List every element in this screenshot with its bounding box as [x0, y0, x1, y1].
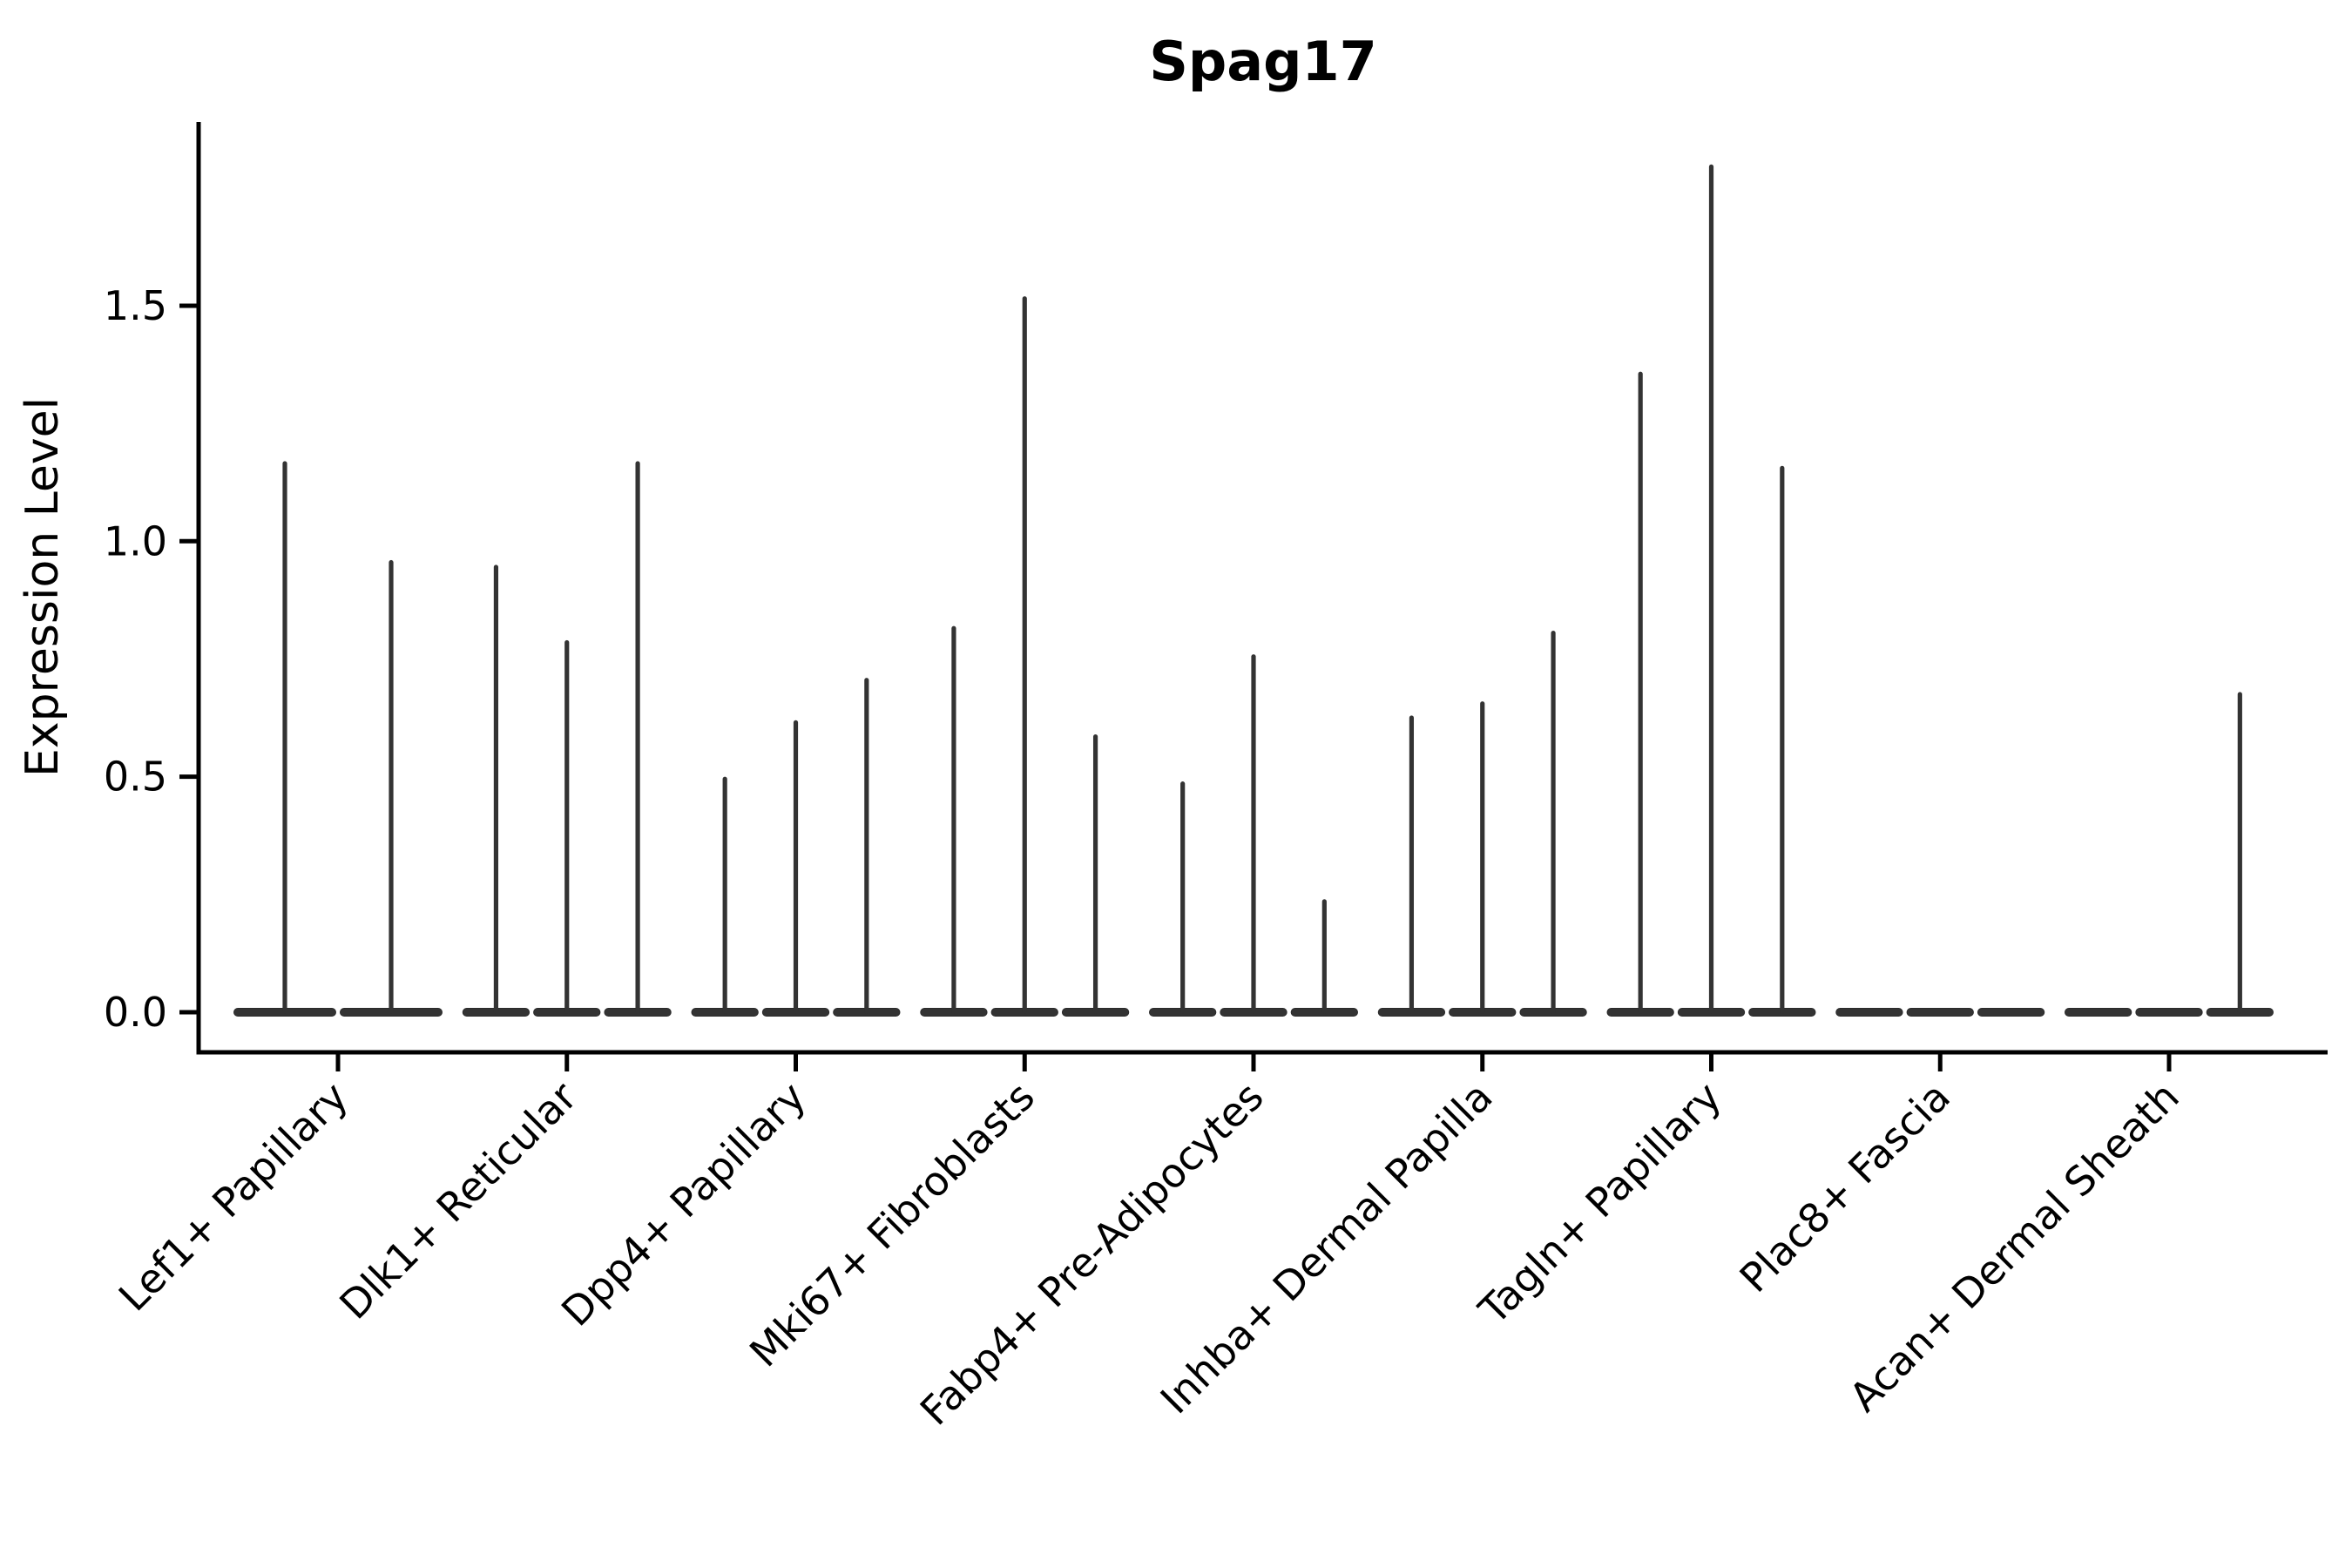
- violin-spike: [1780, 465, 1785, 1014]
- y-axis-label: Expression Level: [17, 397, 69, 777]
- violin-spike: [1092, 733, 1098, 1014]
- violin-spike: [1480, 701, 1485, 1014]
- violin-spike: [1180, 781, 1186, 1014]
- violin-spike: [1321, 899, 1327, 1014]
- violin-spike: [864, 678, 869, 1014]
- violin-spike: [951, 625, 956, 1014]
- y-tick-label: 1.5: [104, 282, 167, 329]
- x-tick-label: Plac8+ Fascia: [1731, 1073, 1959, 1301]
- violin-group: [462, 461, 672, 1017]
- violin-spike: [1638, 371, 1643, 1014]
- violin-group: [1149, 654, 1358, 1017]
- violin-spike: [493, 564, 499, 1014]
- x-tick-label: Dpp4+ Papillary: [552, 1073, 814, 1335]
- violin-group: [1606, 164, 1816, 1017]
- violin-group: [691, 678, 901, 1017]
- violin-spike: [1409, 715, 1415, 1014]
- violin-spike: [635, 461, 640, 1014]
- y-tick-label: 1.0: [104, 517, 167, 564]
- violin-base: [1835, 1008, 1903, 1017]
- violin-spike: [2237, 692, 2242, 1014]
- axis-spines: [196, 122, 2328, 1055]
- chart-title: Spag17: [1149, 30, 1377, 93]
- violin-group: [2065, 692, 2274, 1017]
- violin-spike: [1708, 164, 1714, 1015]
- x-tick-label: Lef1+ Papillary: [110, 1073, 357, 1321]
- violin-spike: [793, 720, 799, 1014]
- violin-group: [1835, 1008, 2045, 1017]
- violin-group: [920, 296, 1130, 1017]
- x-tick-label: Tagln+ Papillary: [1470, 1073, 1731, 1335]
- violin-spike: [389, 559, 394, 1014]
- violin-group: [233, 461, 443, 1017]
- violin-spike: [282, 461, 287, 1014]
- violin-spike: [722, 776, 727, 1014]
- violin-spike: [564, 639, 570, 1014]
- violin-spike: [1551, 631, 1556, 1014]
- y-tick-label: 0.0: [104, 989, 167, 1036]
- y-tick-label: 0.5: [104, 754, 167, 801]
- violin-base: [1906, 1008, 1974, 1017]
- violin-group: [1377, 631, 1587, 1017]
- violin-spike: [1022, 296, 1027, 1014]
- x-tick-label: Dlk1+ Reticular: [330, 1073, 585, 1328]
- violin-base: [2065, 1008, 2132, 1017]
- violin-base: [1977, 1008, 2045, 1017]
- violin-spike: [1251, 654, 1256, 1014]
- violin-base: [2135, 1008, 2203, 1017]
